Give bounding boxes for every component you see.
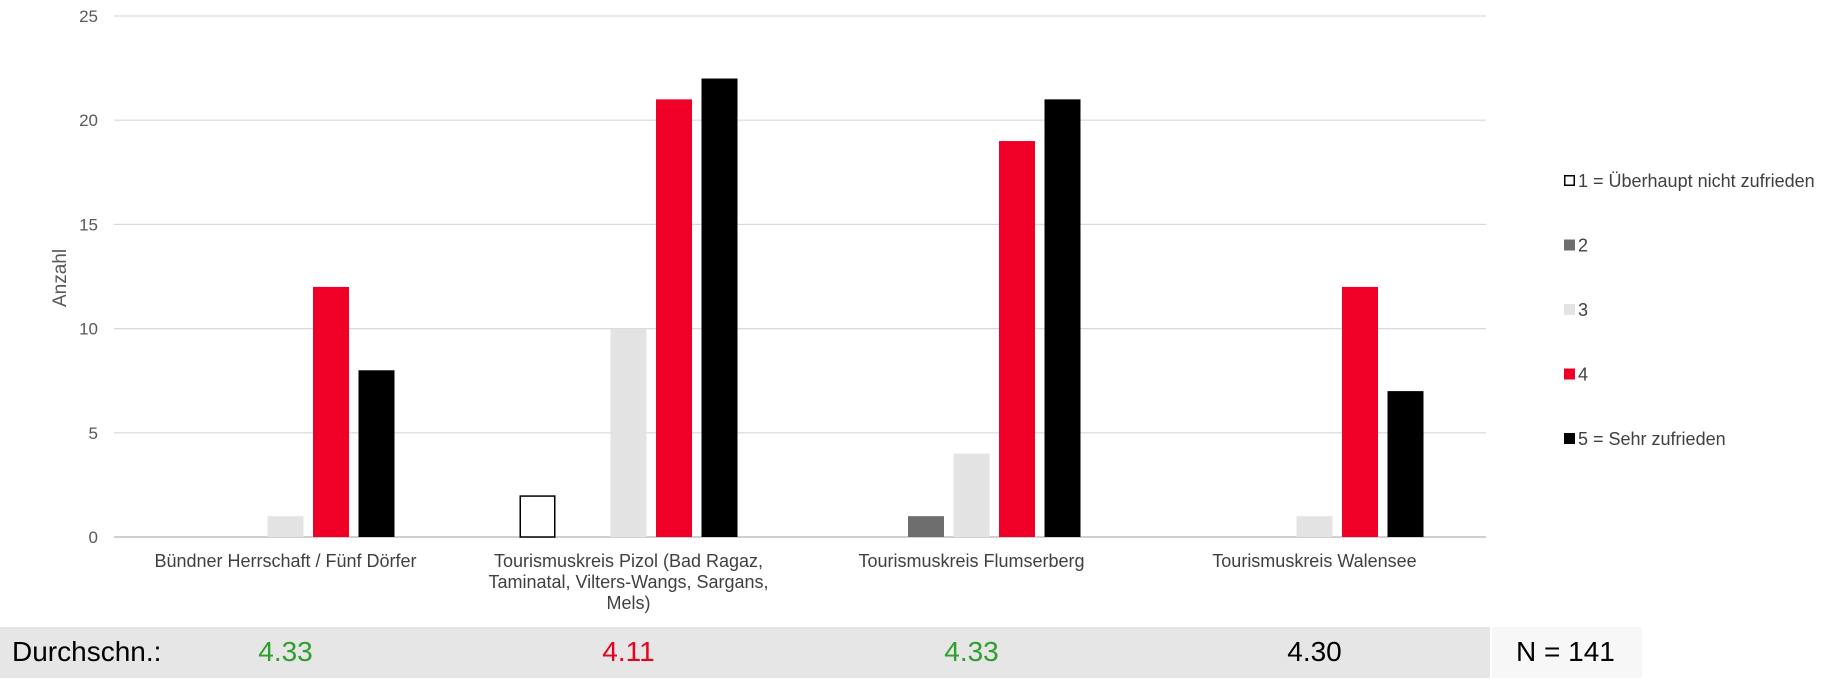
x-axis-category-labels: Bündner Herrschaft / Fünf Dörfer Tourismu… <box>154 551 1416 613</box>
legend-label: 2 <box>1578 236 1588 256</box>
sample-size-label: N = 141 <box>1516 636 1615 667</box>
sample-size-box <box>1492 627 1642 678</box>
average-label: Durchschn.: <box>12 636 162 667</box>
legend-label: 3 <box>1578 300 1588 320</box>
y-axis-ticks: 0 5 10 15 20 25 <box>79 7 98 547</box>
bar <box>1044 99 1081 538</box>
y-tick-label: 0 <box>89 528 98 547</box>
legend-label: 4 <box>1578 365 1588 385</box>
bar <box>701 78 738 538</box>
bar <box>1342 286 1378 537</box>
bar-chart: 0 5 10 15 20 25 Anzahl Bündner Herrschaft / F… <box>50 7 1815 613</box>
legend-swatch <box>1564 175 1575 186</box>
bar <box>313 286 349 537</box>
bar <box>519 495 556 538</box>
bar <box>267 516 304 537</box>
y-tick-label: 25 <box>79 7 98 26</box>
average-value: 4.11 <box>602 636 655 667</box>
y-tick-label: 10 <box>79 320 98 339</box>
bars <box>267 78 1424 538</box>
legend-swatch <box>1564 239 1575 251</box>
average-bar <box>0 627 1490 678</box>
x-category-label: Bündner Herrschaft / Fünf Dörfer <box>154 551 416 571</box>
average-value: 4.30 <box>1287 636 1342 667</box>
bar <box>1296 516 1333 537</box>
legend: 1 = Überhaupt nicht zufrieden 2 3 4 5 = Sehr… <box>1564 171 1815 449</box>
bar <box>656 99 692 538</box>
bar <box>358 370 395 537</box>
bar <box>908 516 944 537</box>
x-category-label: Tourismuskreis Pizol (Bad Ragaz, <box>494 551 763 571</box>
legend-label: 1 = Überhaupt nicht zufrieden <box>1578 171 1815 191</box>
bar <box>1387 391 1424 537</box>
average-value: 4.33 <box>944 636 999 667</box>
y-tick-label: 5 <box>89 424 98 443</box>
bar <box>999 141 1035 538</box>
legend-label: 5 = Sehr zufrieden <box>1578 429 1726 449</box>
x-category-label: Taminatal, Vilters-Wangs, Sargans, <box>488 572 768 592</box>
legend-swatch <box>1564 304 1575 315</box>
bar <box>953 453 990 537</box>
bar <box>610 328 647 537</box>
x-category-label: Tourismuskreis Flumserberg <box>858 551 1084 571</box>
average-value: 4.33 <box>258 636 313 667</box>
x-category-label: Tourismuskreis Walensee <box>1212 551 1416 571</box>
legend-swatch <box>1564 433 1575 444</box>
x-category-label: Mels) <box>607 593 651 613</box>
legend-swatch <box>1564 368 1575 380</box>
y-tick-label: 20 <box>79 111 98 130</box>
y-tick-label: 15 <box>79 215 98 234</box>
y-axis-title: Anzahl <box>50 249 71 307</box>
